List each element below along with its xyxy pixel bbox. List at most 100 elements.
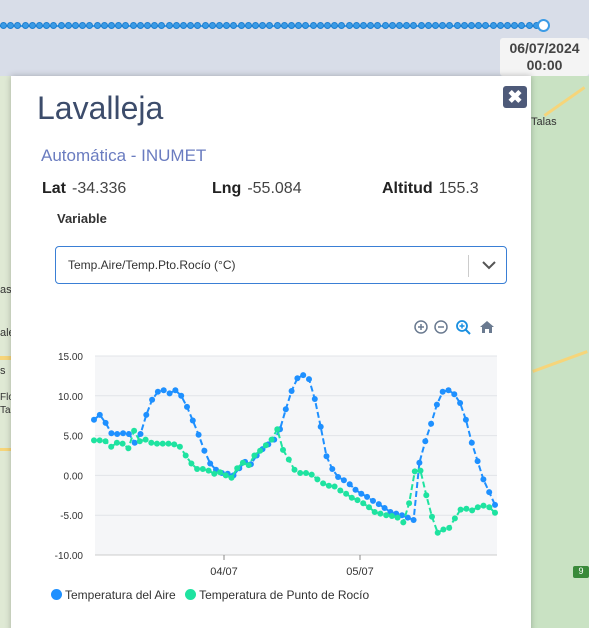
data-point-air (311, 396, 318, 402)
timeline-step-dot[interactable] (21, 22, 29, 29)
data-point-air (486, 489, 493, 496)
timeline-step-dot[interactable] (316, 22, 324, 29)
timeline-step-dot[interactable] (64, 22, 72, 29)
timeline-step-dot[interactable] (259, 22, 267, 29)
legend-swatch-dew (185, 589, 197, 600)
timeline-step-dot[interactable] (482, 22, 490, 29)
data-point-dew (291, 466, 298, 473)
timeline-step-dot[interactable] (50, 22, 58, 29)
timeline-step-dot[interactable] (345, 22, 353, 29)
timeline-step-dot[interactable] (57, 22, 65, 29)
timeline-step-dot[interactable] (381, 22, 389, 29)
timeline-step-dot[interactable] (187, 22, 195, 29)
timeline-step-dot[interactable] (432, 22, 439, 29)
timeline-step-dot[interactable] (122, 22, 130, 29)
timeline-step-dot[interactable] (446, 22, 454, 29)
timeline-step-dot[interactable] (0, 22, 7, 29)
timeline-step-dot[interactable] (518, 22, 526, 29)
chevron-down-icon[interactable] (480, 256, 498, 274)
zoom-out-icon[interactable] (433, 319, 449, 335)
timeline-step-dot[interactable] (216, 22, 223, 29)
timeline-step-dot[interactable] (93, 22, 101, 29)
timeline-step-dot[interactable] (511, 22, 519, 29)
timeline-step-dot[interactable] (28, 22, 36, 29)
legend-item-dew[interactable]: Temperatura de Punto de Rocío (185, 588, 369, 602)
timeline-step-dot[interactable] (136, 22, 144, 29)
timeline-step-dot[interactable] (144, 22, 151, 29)
timeline-step-dot[interactable] (244, 22, 252, 29)
data-point-dew (480, 502, 487, 509)
timeline-step-dot[interactable] (108, 22, 115, 29)
legend-item-air[interactable]: Temperatura del Aire (51, 588, 176, 602)
timeline-step-dot[interactable] (331, 22, 339, 29)
timeline-step-dot[interactable] (14, 22, 22, 29)
timeline-step-dot[interactable] (374, 22, 382, 29)
data-point-dew (228, 474, 235, 481)
timeline-handle[interactable] (537, 19, 550, 32)
timeline-step-dot[interactable] (86, 22, 94, 29)
timeline-step-dot[interactable] (360, 22, 367, 29)
timeline-step-dot[interactable] (475, 22, 483, 29)
timeline-step-dot[interactable] (180, 22, 187, 29)
timeline-step-dot[interactable] (489, 22, 497, 29)
timeline-step-dot[interactable] (237, 22, 245, 29)
timeline-step-dot[interactable] (496, 22, 504, 29)
zoom-select-icon[interactable] (455, 319, 471, 335)
timeline-step-dot[interactable] (194, 22, 202, 29)
timeline-step-dot[interactable] (230, 22, 238, 29)
timeline-step-dot[interactable] (388, 22, 396, 29)
timeline-step-dot[interactable] (79, 22, 87, 29)
timeline-step-dot[interactable] (7, 22, 15, 29)
data-point-air (288, 388, 295, 394)
timeline-step-dot[interactable] (468, 22, 475, 29)
timeline-bar[interactable]: 06/07/2024 00:00 (0, 0, 589, 76)
timeline-step-dot[interactable] (36, 22, 43, 29)
timeline-step-dot[interactable] (43, 22, 51, 29)
timeline-step-dot[interactable] (172, 22, 180, 29)
timeline-step-dot[interactable] (424, 22, 432, 29)
variable-selected-value: Temp.Aire/Temp.Pto.Rocío (°C) (68, 258, 236, 272)
home-icon[interactable] (479, 319, 495, 335)
timeline-step-dot[interactable] (100, 22, 108, 29)
timeline-step-dot[interactable] (396, 22, 403, 29)
timeline-step-dot[interactable] (201, 22, 209, 29)
timeline-step-dot[interactable] (208, 22, 216, 29)
timeline-step-dot[interactable] (158, 22, 166, 29)
y-tick-label: 10.00 (58, 392, 83, 403)
timeline-step-dot[interactable] (352, 22, 360, 29)
timeline-step-dot[interactable] (453, 22, 461, 29)
timeline-step-dot[interactable] (302, 22, 310, 29)
timeline-step-dot[interactable] (223, 22, 231, 29)
timeline-step-dot[interactable] (252, 22, 259, 29)
data-point-dew (314, 476, 321, 483)
timeline-step-dot[interactable] (280, 22, 288, 29)
timeline-step-dot[interactable] (165, 22, 173, 29)
timeline-step-dot[interactable] (439, 22, 447, 29)
timeline-step-dot[interactable] (403, 22, 411, 29)
timeline-step-dot[interactable] (129, 22, 137, 29)
timeline-step-dot[interactable] (309, 22, 317, 29)
timeline-step-dot[interactable] (460, 22, 468, 29)
zoom-in-icon[interactable] (413, 319, 429, 335)
timeline-step-dot[interactable] (151, 22, 159, 29)
data-point-air (399, 512, 405, 519)
close-button[interactable]: ✖ (503, 86, 527, 108)
timeline-step-dot[interactable] (410, 22, 418, 29)
timeline-step-dot[interactable] (525, 22, 533, 29)
timeline-step-dot[interactable] (504, 22, 511, 29)
timeline-step-dot[interactable] (273, 22, 281, 29)
timeline-step-dot[interactable] (324, 22, 331, 29)
lng-field: Lng -55.084 (212, 180, 302, 198)
route-badge: 9 (573, 566, 589, 578)
timeline-step-dot[interactable] (295, 22, 303, 29)
variable-select[interactable]: Temp.Aire/Temp.Pto.Rocío (°C) (55, 246, 507, 284)
timeline-step-dot[interactable] (367, 22, 375, 29)
timeline-step-dot[interactable] (288, 22, 295, 29)
timeline-step-dot[interactable] (417, 22, 425, 29)
timeline-step-dot[interactable] (338, 22, 346, 29)
timeline-step-dot[interactable] (266, 22, 274, 29)
data-point-air (172, 387, 179, 394)
timeline-step-dot[interactable] (72, 22, 79, 29)
timeline-step-dot[interactable] (115, 22, 123, 29)
temperature-chart[interactable]: 15.00 10.00 5.00 0.00 -5.00 -10.00 04/07 05/07 (11, 338, 531, 618)
